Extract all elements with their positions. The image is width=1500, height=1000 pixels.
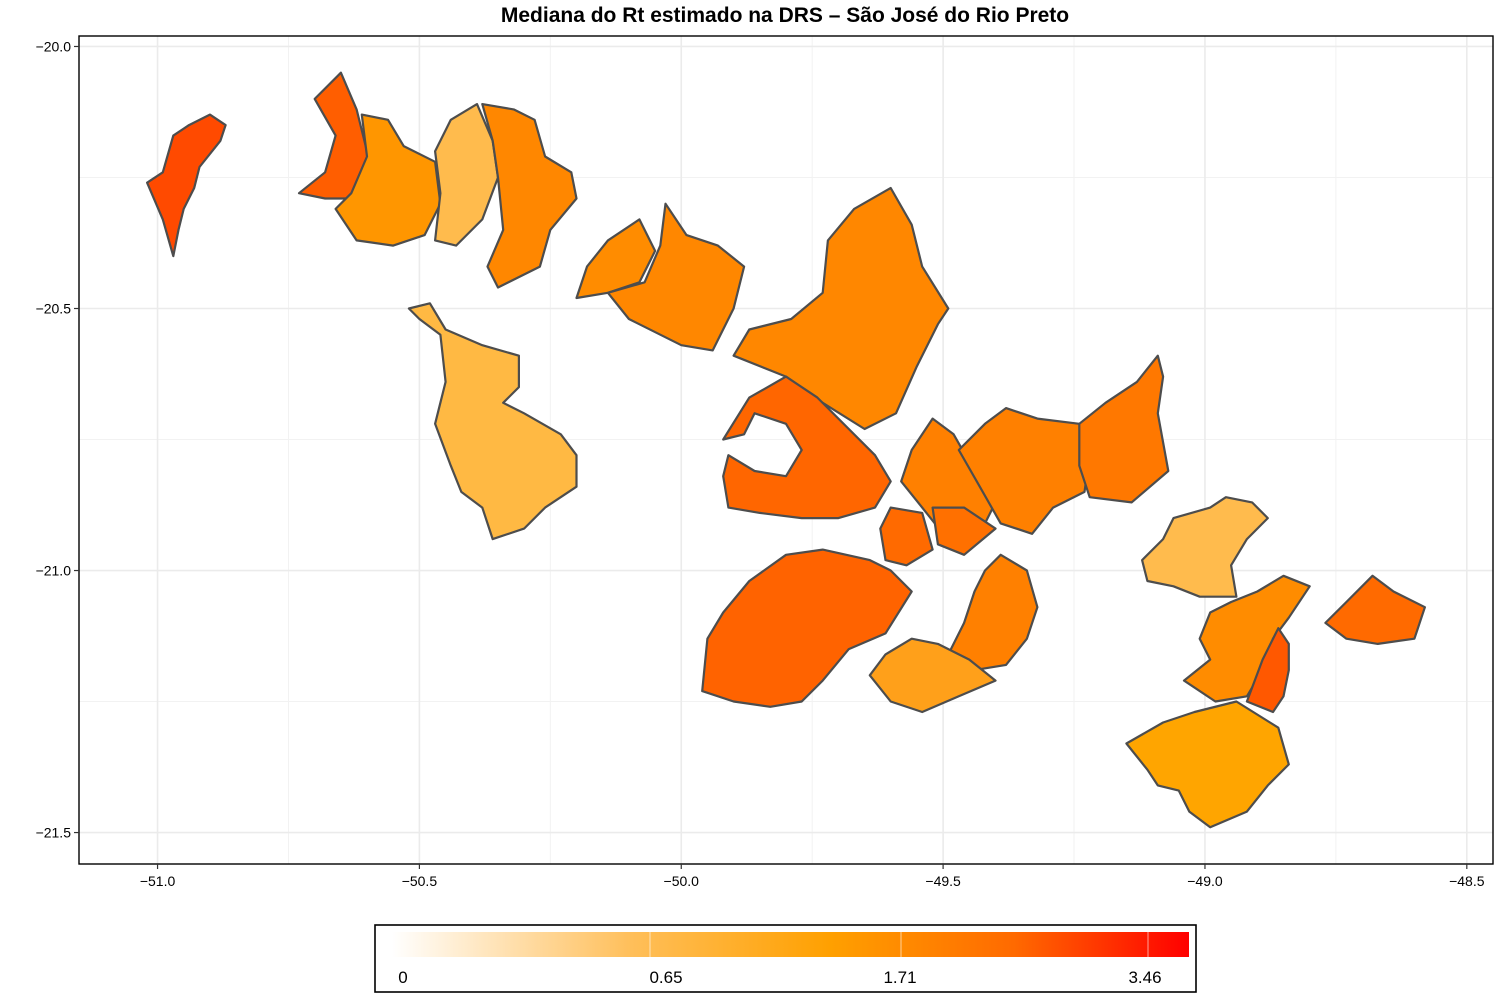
municipality-region-13[interactable] [1078, 354, 1170, 504]
municipality-region-19[interactable] [1141, 496, 1269, 598]
municipality-region-23[interactable] [1125, 700, 1290, 829]
region-layer [146, 71, 1426, 829]
x-tick-label: −48.5 [1449, 873, 1485, 889]
x-tick-label: −50.5 [402, 873, 438, 889]
municipality-region-15[interactable] [931, 506, 997, 556]
municipality-region-17[interactable] [947, 553, 1039, 672]
municipality-region-20[interactable] [1182, 574, 1311, 703]
y-tick-label: −20.5 [36, 301, 72, 317]
municipality-region-22[interactable] [1324, 574, 1426, 645]
municipality-region-3[interactable] [334, 113, 442, 247]
municipality-region-7[interactable] [606, 202, 746, 352]
legend-label-0: 0 [398, 968, 407, 987]
y-tick-label: −21.0 [36, 563, 72, 579]
municipality-region-21[interactable] [1245, 627, 1290, 714]
x-tick-label: −49.0 [1187, 873, 1223, 889]
legend-label-1.71: 1.71 [883, 968, 916, 987]
legend-label-3.46: 3.46 [1128, 968, 1161, 987]
municipality-region-18[interactable] [868, 637, 997, 714]
x-tick-label: −49.5 [925, 873, 961, 889]
plot-panel-border [78, 35, 1494, 865]
x-tick-label: −50.0 [664, 873, 700, 889]
y-tick-label: −21.5 [36, 825, 72, 841]
legend-colorbar [392, 932, 1189, 957]
map-title: Mediana do Rt estimado na DRS – São José… [500, 4, 1070, 27]
y-tick-label: −20.0 [36, 38, 72, 54]
municipality-region-14[interactable] [879, 506, 934, 567]
municipality-region-12[interactable] [957, 407, 1091, 535]
municipality-region-10[interactable] [722, 375, 892, 520]
color-legend: 0 0.65 1.71 3.46 [374, 924, 1197, 993]
y-axis-ticks: −20.0 −20.5 −21.0 −21.5 [36, 38, 79, 841]
municipality-region-8[interactable] [407, 302, 578, 541]
municipality-region-6[interactable] [575, 218, 657, 300]
municipality-region-5[interactable] [481, 103, 578, 289]
legend-label-0.65: 0.65 [649, 968, 682, 987]
municipality-region-16[interactable] [701, 548, 913, 708]
x-tick-label: −51.0 [140, 873, 176, 889]
municipality-region-1[interactable] [146, 113, 227, 258]
x-axis-ticks: −51.0 −50.5 −50.0 −49.5 −49.0 −48.5 [140, 864, 1485, 889]
